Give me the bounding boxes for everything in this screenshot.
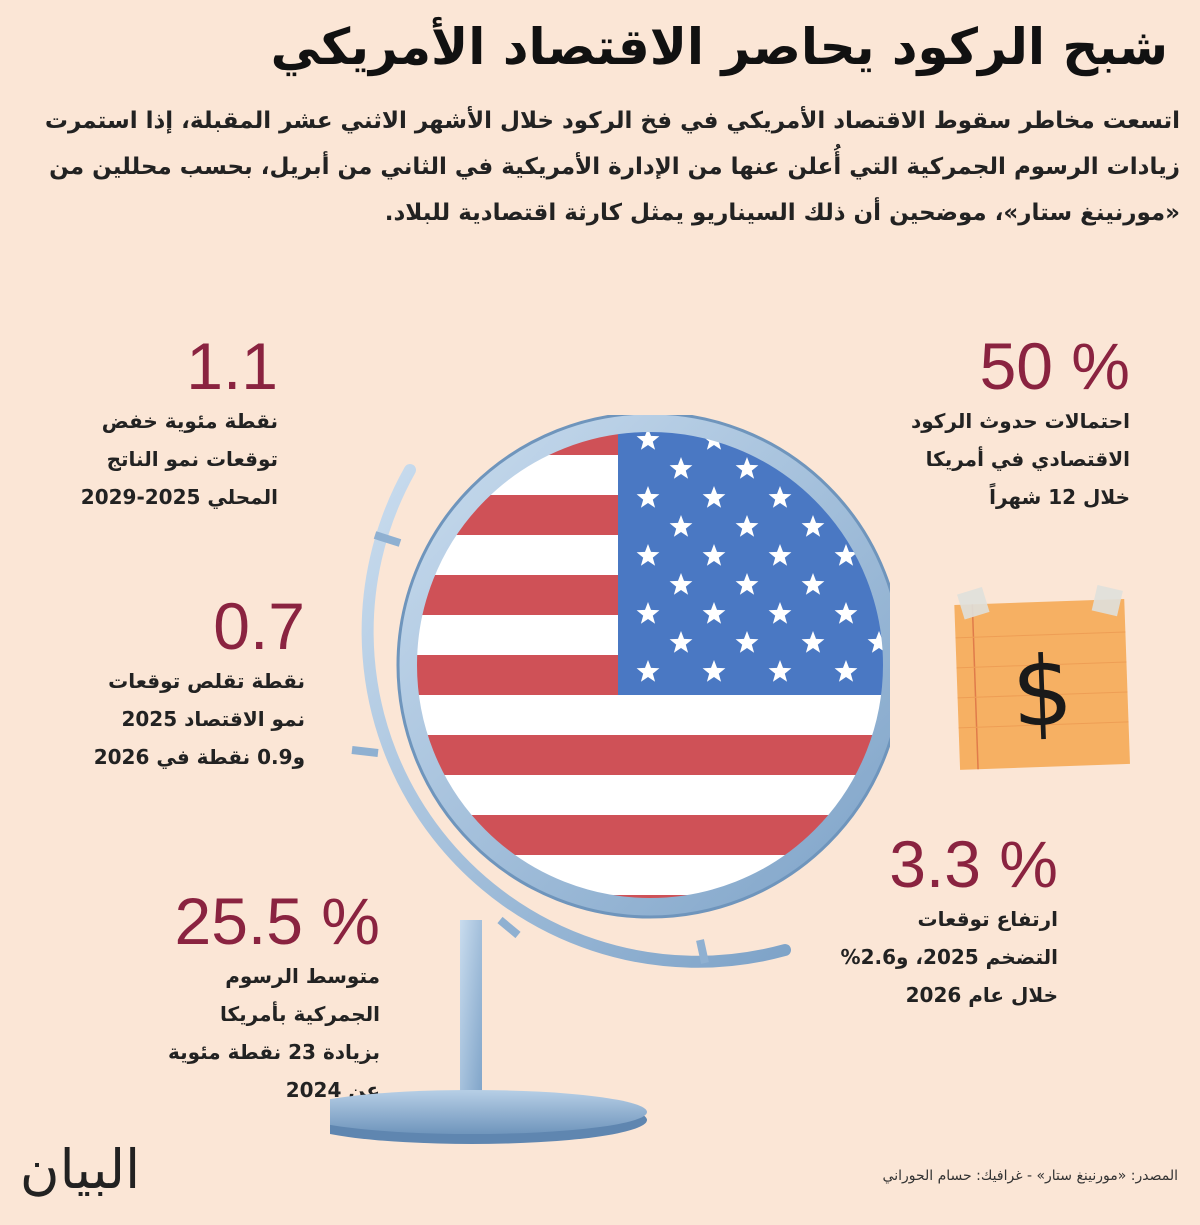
flag-star: [735, 573, 759, 595]
flag-star: [636, 486, 660, 508]
stat-value: 50 %: [979, 329, 1130, 403]
intro-text: اتسعت مخاطر سقوط الاقتصاد الأمريكي في فخ…: [44, 108, 1180, 226]
stat-description: احتمالات حدوث الركود الاقتصادي في أمريكا…: [910, 409, 1130, 509]
flag-stripe: [412, 735, 888, 775]
flag-star: [735, 457, 759, 479]
flag-star: [867, 631, 888, 653]
source-credit: المصدر: «مورنينغ ستار» - غرافيك: حسام ال…: [882, 1168, 1178, 1184]
flag-star: [735, 631, 759, 653]
flag-star: [669, 457, 693, 479]
stat-description: ارتفاع توقعات التضخم 2025، و2.6% خلال عا…: [840, 907, 1058, 1007]
dollar-note-icon: $: [954, 585, 1130, 770]
flag-star: [801, 631, 825, 653]
stat-value: 25.5 %: [174, 884, 380, 958]
globe-icon: [330, 415, 890, 1144]
stat-gdp-forecast-cut: 1.1 نقطة مئوية خفض توقعات نمو الناتج الم…: [18, 330, 278, 516]
stat-recession-probability: 50 % احتمالات حدوث الركود الاقتصادي في أ…: [790, 330, 1130, 516]
stat-value: 0.7: [213, 589, 305, 663]
stat-average-tariff: 25.5 % متوسط الرسوم الجمركية بأمريكا بزي…: [80, 885, 380, 1109]
flag-star: [702, 544, 726, 566]
flag-star: [735, 515, 759, 537]
flag-star: [702, 602, 726, 624]
stat-description: نقطة مئوية خفض توقعات نمو الناتج المحلي …: [80, 409, 278, 509]
stat-growth-contraction: 0.7 نقطة تقلص توقعات نمو الاقتصاد 2025 و…: [25, 590, 305, 776]
flag-star: [669, 573, 693, 595]
flag-star: [669, 631, 693, 653]
flag-star: [702, 486, 726, 508]
stat-inflation-forecast: 3.3 % ارتفاع توقعات التضخم 2025، و2.6% خ…: [798, 828, 1058, 1014]
flag-star: [702, 660, 726, 682]
flag-star: [834, 428, 858, 450]
flag-star: [636, 428, 660, 450]
flag-star: [768, 660, 792, 682]
flag-star: [867, 457, 888, 479]
flag-star: [669, 515, 693, 537]
flag-star: [801, 573, 825, 595]
flag-star: [636, 544, 660, 566]
stat-value: 1.1: [186, 329, 278, 403]
stat-description: متوسط الرسوم الجمركية بأمريكا بزيادة 23 …: [167, 964, 380, 1102]
stat-value: 3.3 %: [889, 827, 1058, 901]
flag-star: [801, 515, 825, 537]
flag-star: [834, 544, 858, 566]
flag-star: [768, 486, 792, 508]
flag-star: [636, 602, 660, 624]
svg-text:$: $: [1010, 635, 1075, 749]
flag-star: [768, 602, 792, 624]
stat-description: نقطة تقلص توقعات نمو الاقتصاد 2025 و0.9 …: [93, 669, 305, 769]
flag-star: [867, 515, 888, 537]
publication-logo: البيان: [19, 1138, 141, 1201]
flag-star: [834, 602, 858, 624]
page-title: شبح الركود يحاصر الاقتصاد الأمريكي: [270, 18, 1168, 76]
flag-star: [768, 544, 792, 566]
flag-star: [834, 660, 858, 682]
flag-star: [636, 660, 660, 682]
